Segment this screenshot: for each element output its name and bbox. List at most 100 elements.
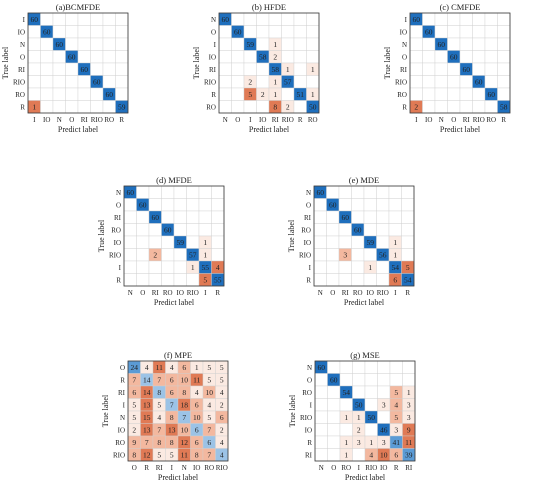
cell-value: 6 xyxy=(170,388,174,397)
matrix-cell xyxy=(447,75,461,89)
cell-value: 7 xyxy=(207,426,211,435)
col-tick-label: IO xyxy=(380,464,387,472)
cell-value: 1 xyxy=(393,238,397,247)
matrix-frame xyxy=(313,185,415,287)
x-axis-label: Predict label xyxy=(249,125,290,134)
matrix-cell xyxy=(351,248,365,262)
matrix-cell xyxy=(459,100,473,114)
matrix-cell xyxy=(376,185,390,199)
col-tick-label: R xyxy=(298,116,303,124)
cell-value: 54 xyxy=(404,276,412,285)
chart-title: (e) MDE xyxy=(349,175,379,185)
cell-value: 57 xyxy=(284,78,292,87)
cell-value: 1 xyxy=(407,388,411,397)
matrix-cell xyxy=(339,360,353,374)
matrix-cell xyxy=(218,75,232,89)
matrix-cell xyxy=(293,37,307,51)
y-axis-label: True label xyxy=(97,219,106,252)
matrix-cell xyxy=(326,260,340,274)
matrix-cell xyxy=(40,50,54,64)
matrix-cell xyxy=(338,198,352,212)
row-tick-label: IO xyxy=(18,28,25,36)
matrix-cell xyxy=(313,210,327,224)
matrix-cell xyxy=(90,37,104,51)
cell-value: 6 xyxy=(195,426,199,435)
col-tick-label: N xyxy=(128,289,133,297)
cell-value: 60 xyxy=(413,15,421,24)
cell-value: 2 xyxy=(414,103,418,112)
row-tick-label: RIO xyxy=(300,414,312,422)
cell-value: 3 xyxy=(407,401,411,410)
matrix-cell xyxy=(376,223,390,237)
cell-value: 4 xyxy=(145,363,149,372)
matrix-cell xyxy=(186,185,200,199)
row-tick-label: IO xyxy=(114,239,121,247)
col-tick-label: N xyxy=(319,464,324,472)
row-tick-label: R xyxy=(306,276,311,284)
cell-value: 4 xyxy=(170,363,174,372)
cell-value: 60 xyxy=(164,226,172,235)
cell-value: 5 xyxy=(203,276,207,285)
matrix-cell xyxy=(363,273,377,287)
cell-value: 60 xyxy=(68,53,76,62)
cell-value: 10 xyxy=(193,413,201,422)
matrix-cell xyxy=(434,75,448,89)
matrix-cell xyxy=(148,273,162,287)
cell-value: 50 xyxy=(309,103,317,112)
cell-value: 6 xyxy=(132,388,136,397)
col-tick-label: R xyxy=(144,464,149,472)
matrix-frame xyxy=(314,360,416,462)
row-tick-label: N xyxy=(120,414,125,422)
row-tick-label: RI xyxy=(114,214,122,222)
matrix-cell xyxy=(472,87,486,101)
matrix-cell xyxy=(409,25,423,39)
matrix-cell xyxy=(339,373,353,387)
col-tick-label: N xyxy=(182,464,187,472)
col-tick-label: I xyxy=(358,464,361,472)
cell-value: 4 xyxy=(216,263,220,272)
matrix-cell xyxy=(484,12,498,26)
col-tick-label: R xyxy=(405,289,410,297)
matrix-cell xyxy=(351,273,365,287)
row-tick-label: R xyxy=(211,91,216,99)
matrix-cell xyxy=(472,62,486,76)
matrix-cell xyxy=(281,87,295,101)
cell-value: 58 xyxy=(500,103,508,112)
matrix-cell xyxy=(472,50,486,64)
cell-value: 1 xyxy=(273,78,277,87)
row-tick-label: RI xyxy=(400,66,408,74)
matrix-cell xyxy=(65,75,79,89)
cell-value: 1 xyxy=(344,413,348,422)
matrix-cell xyxy=(186,235,200,249)
cell-value: 60 xyxy=(234,28,242,37)
matrix-cell xyxy=(256,25,270,39)
matrix-cell xyxy=(326,185,340,199)
matrix-cell xyxy=(136,235,150,249)
matrix-cell xyxy=(161,198,175,212)
matrix-cell xyxy=(115,50,129,64)
cell-value: 60 xyxy=(56,40,64,49)
col-tick-label: RIO xyxy=(282,116,294,124)
col-tick-label: RI xyxy=(152,289,160,297)
col-tick-label: RI xyxy=(81,116,89,124)
matrix-cell xyxy=(115,87,129,101)
matrix-cell xyxy=(484,75,498,89)
matrix-cell xyxy=(281,50,295,64)
matrix-cell xyxy=(313,198,327,212)
matrix-cell xyxy=(136,260,150,274)
matrix-cell xyxy=(409,62,423,76)
cell-value: 6 xyxy=(393,276,397,285)
cell-value: 7 xyxy=(157,426,161,435)
cell-value: 57 xyxy=(189,251,197,260)
matrix-cell xyxy=(102,12,116,26)
col-tick-label: R xyxy=(119,116,124,124)
matrix-cell xyxy=(211,198,225,212)
cell-value: 60 xyxy=(330,376,338,385)
matrix-cell xyxy=(102,100,116,114)
col-tick-label: O xyxy=(331,464,336,472)
matrix-cell xyxy=(27,25,41,39)
row-tick-label: N xyxy=(20,41,25,49)
matrix-cell xyxy=(173,273,187,287)
row-tick-label: O xyxy=(116,201,121,209)
